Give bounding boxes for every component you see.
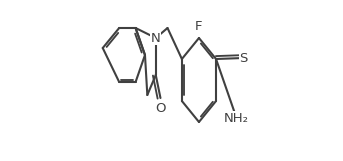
Text: N: N xyxy=(151,32,161,44)
Text: O: O xyxy=(155,101,166,114)
Text: NH₂: NH₂ xyxy=(224,112,249,124)
Text: F: F xyxy=(195,19,203,33)
Text: S: S xyxy=(239,52,248,65)
